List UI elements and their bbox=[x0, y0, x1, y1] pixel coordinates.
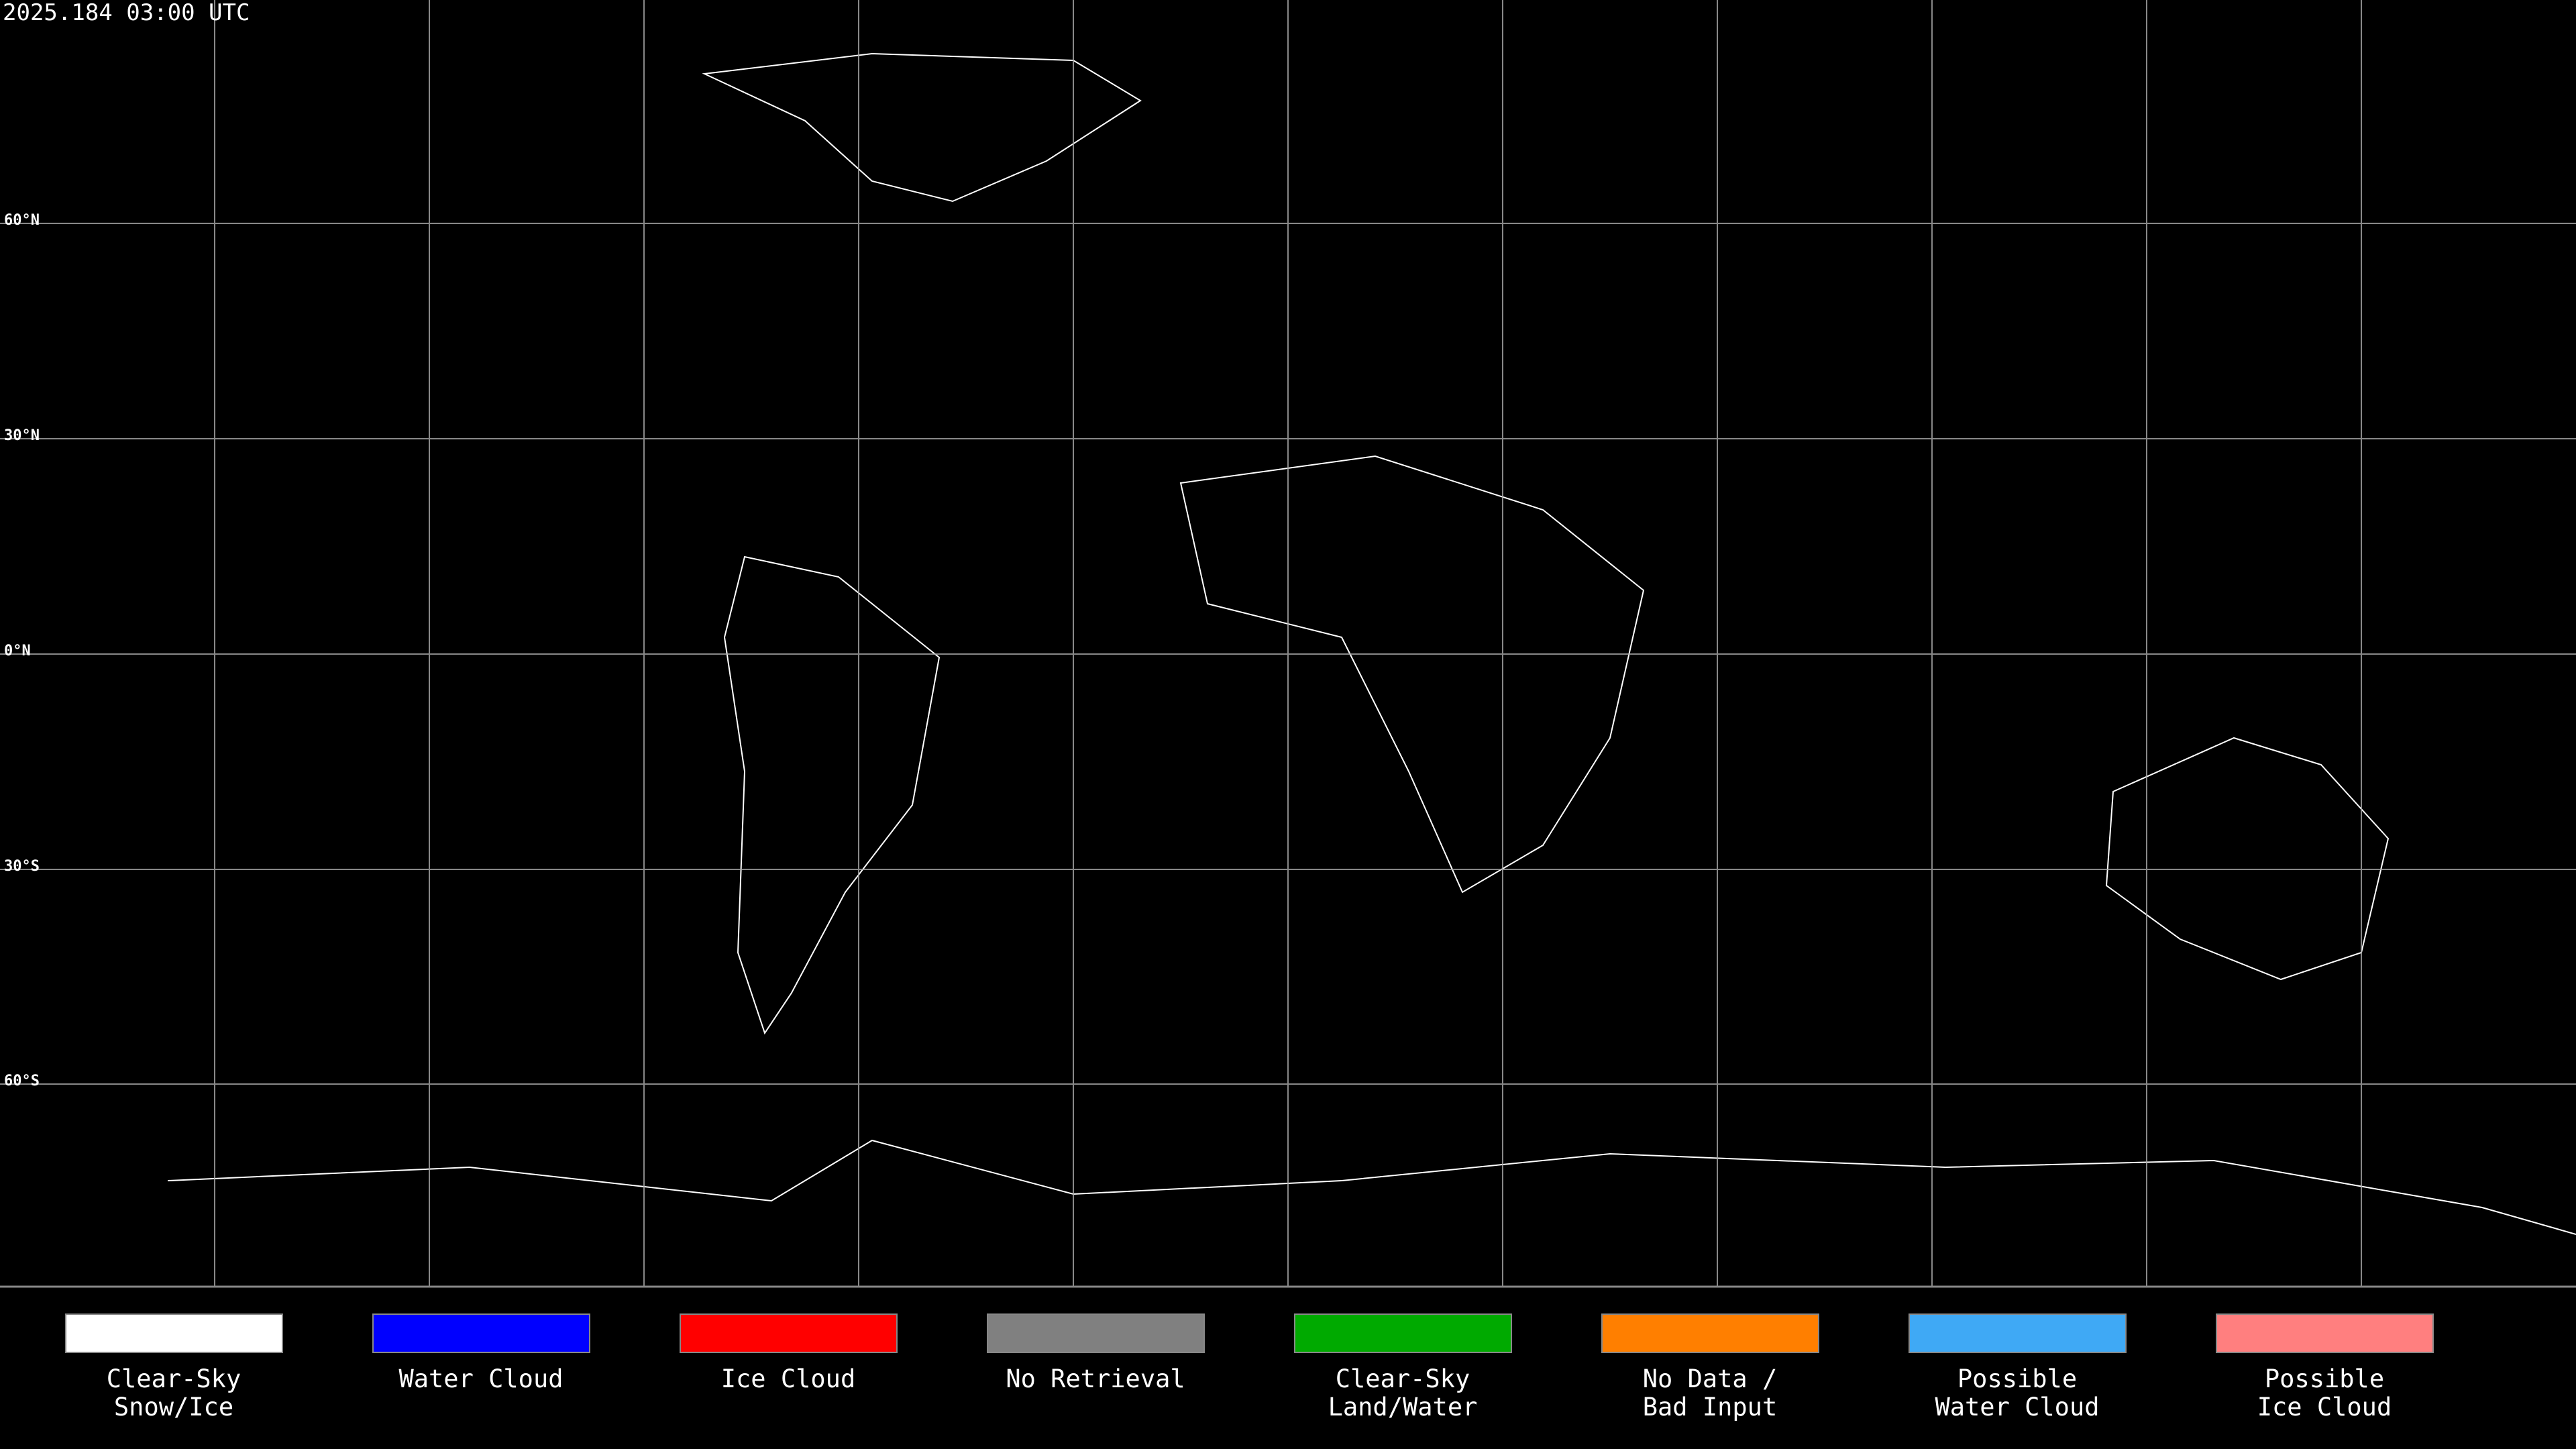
legend-label: Water Cloud bbox=[398, 1364, 563, 1393]
legend-label: Snow/Ice bbox=[114, 1393, 233, 1421]
legend-label: Possible bbox=[1957, 1364, 2077, 1393]
legend-swatch bbox=[2216, 1313, 2434, 1353]
coastline-africa bbox=[1179, 455, 1645, 894]
coastline-south-america bbox=[723, 555, 941, 1035]
legend-swatch bbox=[1601, 1313, 1819, 1353]
legend-label: No Retrieval bbox=[1006, 1364, 1185, 1393]
legend-label: Clear-Sky bbox=[1336, 1364, 1470, 1393]
latitude-labels: 60°N 30°N 0°N 30°S 60°S bbox=[4, 212, 40, 1089]
legend-swatch bbox=[65, 1313, 283, 1353]
legend-label: Bad Input bbox=[1643, 1393, 1777, 1421]
cloud-field-left bbox=[0, 156, 714, 1142]
legend-label: Ice Cloud bbox=[721, 1364, 855, 1393]
coastline-greenland bbox=[702, 52, 1142, 203]
latitude-label: 30°S bbox=[4, 858, 40, 875]
legend-label: Land/Water bbox=[1328, 1393, 1478, 1421]
legend-swatch bbox=[1294, 1313, 1512, 1353]
legend-swatch bbox=[372, 1313, 590, 1353]
latitude-label: 0°N bbox=[4, 643, 31, 659]
legend-label: Water Cloud bbox=[1935, 1393, 2099, 1421]
latitude-label: 60°S bbox=[4, 1073, 40, 1089]
legend-swatch bbox=[987, 1313, 1205, 1353]
legend-swatch bbox=[1909, 1313, 2127, 1353]
latitude-label: 60°N bbox=[4, 212, 40, 229]
legend-label: Possible bbox=[2265, 1364, 2384, 1393]
coastline-antarctica bbox=[167, 1139, 2576, 1235]
legend-swatch bbox=[680, 1313, 898, 1353]
graticule bbox=[0, 0, 2576, 1287]
latitude-label: 30°N bbox=[4, 427, 40, 444]
legend-label: Clear-Sky bbox=[107, 1364, 241, 1393]
legend-label: Ice Cloud bbox=[2257, 1393, 2392, 1421]
legend-label: No Data / bbox=[1643, 1364, 1777, 1393]
timestamp: 2025.184 03:00 UTC bbox=[3, 0, 250, 26]
